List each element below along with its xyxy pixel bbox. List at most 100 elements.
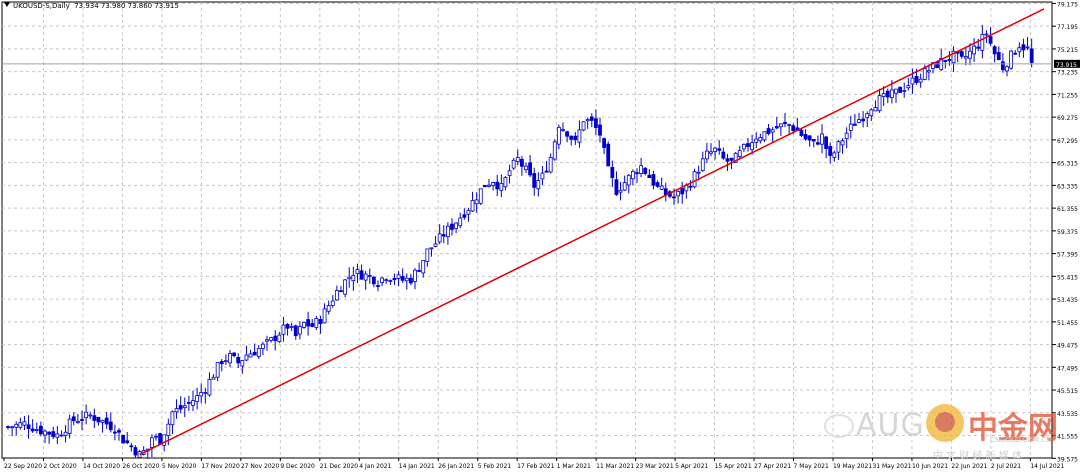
candle-body [293,325,298,337]
candle-body [787,124,792,127]
candle-body [869,109,874,117]
candle-body [219,361,224,365]
candle-body [1029,48,1034,63]
candle-body [754,138,759,143]
candle-body [643,167,648,174]
candle-body [663,188,668,196]
candle-body [371,276,376,285]
candle-body [281,324,286,335]
candle-body [602,138,607,148]
candle-body [536,180,541,190]
candle-body [195,395,200,402]
candle-body [865,113,870,119]
candle-body [906,85,911,89]
candle-body [466,209,471,215]
candle-body [396,274,401,279]
candle-body [894,88,898,94]
candle-body [392,277,397,281]
candle-body [515,157,520,163]
candle-body [737,150,742,157]
candle-body [75,420,80,423]
candle-body [454,222,459,229]
candle-body [552,141,557,160]
candle-body [355,269,360,275]
candle-body [363,273,368,281]
candle-body [441,234,446,237]
candle-body [852,123,857,126]
x-tick-label: 22 Jun 2021 [951,463,987,470]
candle-body [598,124,602,136]
current-price-tag [1054,59,1080,68]
candle-body [585,119,590,122]
x-tick-label: 26 Oct 2020 [122,463,159,470]
candle-body [322,308,327,324]
y-tick-label: 49.475 [1057,343,1078,350]
candle-body [211,376,216,380]
candle-body [499,183,504,191]
candle-body [482,184,487,188]
candle-body [647,174,652,179]
trendline[interactable] [139,8,1045,456]
candle-body [289,325,294,328]
candle-body [672,196,676,199]
candle-body [832,152,837,158]
candle-body [655,182,660,187]
candle-body [824,136,829,149]
candle-body [330,300,335,306]
x-tick-label: 17 Nov 2020 [201,463,240,470]
candle-body [762,131,767,141]
candle-body [630,170,635,180]
header-timeframe: Daily [52,2,70,10]
candle-body [269,337,274,341]
candle-body [836,141,841,153]
candle-body [450,223,454,230]
candle-body [228,353,232,364]
candle-body [778,123,783,128]
candle-body [191,400,195,406]
candle-body [63,431,68,437]
candle-body [92,415,97,421]
y-tick-label: 39.575 [1057,456,1078,463]
candle-body [223,360,228,363]
y-tick-label: 45.515 [1057,388,1078,395]
candle-body [244,354,249,361]
candle-body [725,158,730,162]
candle-body [799,129,804,136]
candle-body [413,269,417,282]
y-tick-label: 57.395 [1057,252,1078,259]
candle-body [713,147,718,152]
candle-body [774,126,779,129]
candle-body [528,162,533,176]
x-tick-label: 4 Jan 2021 [359,463,391,470]
x-tick-label: 14 Jan 2021 [399,463,435,470]
header-symbol: UKOUSD-S [13,2,50,10]
candle-body [811,138,816,142]
candle-body [844,132,849,140]
candle-body [733,152,738,164]
candle-body [746,143,750,148]
candle-body [898,86,903,93]
candle-body [885,90,890,98]
candle-body [750,142,755,151]
candle-body [425,248,430,262]
candle-body [972,45,977,55]
candle-body [417,270,422,272]
y-tick-label: 47.495 [1057,365,1078,372]
candle-body [1013,52,1018,55]
candle-body [343,279,348,295]
plot-area [1,1,1053,459]
candle-body [984,33,989,36]
collapse-triangle-icon[interactable] [4,2,10,7]
candle-body [692,171,697,188]
candle-body [302,322,306,328]
candle-body [857,119,861,123]
candle-body [659,185,664,190]
x-tick-label: 22 Sep 2020 [4,463,42,470]
candle-body [207,379,212,396]
candle-body [931,62,935,69]
candle-body [709,151,713,154]
candle-body [573,135,578,141]
candle-body [421,259,426,274]
candle-body [334,290,339,301]
